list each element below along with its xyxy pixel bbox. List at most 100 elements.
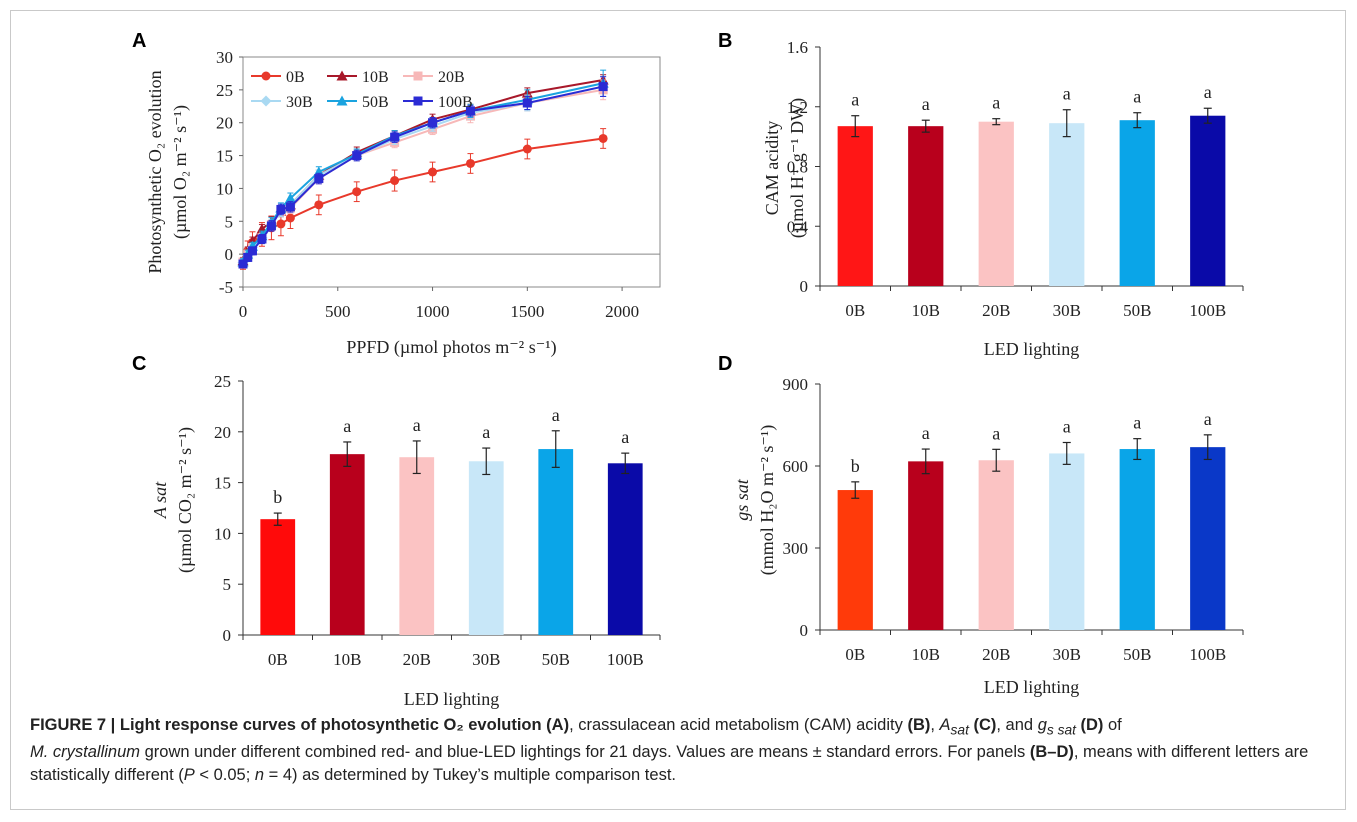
significance-letter: a — [1204, 82, 1212, 102]
significance-letter: a — [413, 415, 421, 435]
data-point — [428, 167, 438, 177]
plot-area-a — [242, 56, 661, 288]
data-point — [266, 221, 276, 231]
caption-p: P — [183, 766, 195, 785]
bar-100B — [1190, 115, 1226, 287]
significance-letter: a — [922, 423, 930, 443]
y-tick-label: 1.6 — [787, 38, 808, 57]
caption-text: grown under different combined red- and … — [140, 743, 1030, 762]
data-point — [352, 187, 362, 197]
x-tick-label: 20B — [403, 650, 431, 669]
bar-chart-panel-c: 0 5 10 15 20 25 b 0B a 10B a 20B a 30B a 50B a 100B LED li… — [150, 372, 661, 709]
data-point — [284, 192, 296, 203]
significance-letter: a — [1063, 416, 1071, 436]
x-tick-label: 50B — [1123, 645, 1151, 664]
legend-label: 0B — [286, 69, 305, 86]
y-axis-label: gs sat — [732, 478, 752, 521]
bar-50B — [538, 449, 574, 635]
bar-30B — [1049, 123, 1085, 287]
caption-figure-label: FIGURE 7 | Light response curves of phot… — [30, 716, 570, 734]
bar-30B — [1049, 453, 1085, 630]
data-point — [598, 82, 608, 92]
significance-letter: a — [1133, 87, 1141, 107]
x-tick-label: 10B — [333, 650, 361, 669]
bar-chart-panel-b: 0 0.4 0.8 1.2 1.6 a 0B a 10B a 20B a 30B a 50B a 100B LED… — [762, 38, 1244, 359]
bar-10B — [329, 454, 365, 635]
series-0B — [238, 128, 608, 270]
bar-10B — [908, 461, 944, 630]
y-axis-label-a: Photosynthetic O₂ evolution — [145, 70, 165, 273]
caption-text: , means with different letters are stati… — [30, 743, 1309, 785]
bar-20B — [399, 457, 435, 635]
y-tick-label-a: 0 — [225, 245, 234, 264]
x-tick-label-a: 500 — [325, 302, 351, 321]
y-tick-label: 5 — [223, 575, 232, 594]
data-point — [465, 106, 475, 116]
y-tick-label-a: -5 — [219, 278, 233, 297]
bar-50B — [1119, 120, 1155, 286]
y-tick-label: 0.4 — [787, 217, 809, 236]
y-axis-label: CAM acidity — [762, 121, 782, 216]
caption-text: = 4) as determined by Tukey’s multiple c… — [264, 766, 676, 785]
data-point — [352, 151, 362, 161]
significance-letter: a — [922, 94, 930, 114]
x-tick-label-a: 1500 — [510, 302, 544, 321]
significance-letter: b — [273, 487, 282, 507]
data-point — [390, 176, 400, 186]
bar-0B — [837, 126, 873, 286]
data-point — [522, 98, 532, 108]
data-point — [314, 174, 324, 184]
bar-20B — [978, 121, 1014, 286]
significance-letter: a — [992, 423, 1000, 443]
caption-ref: (B–D) — [1029, 743, 1074, 762]
x-tick-label: 0B — [845, 645, 865, 664]
x-tick-label: 100B — [1189, 645, 1226, 664]
data-point — [336, 70, 348, 81]
legend-label: 10B — [362, 69, 389, 86]
x-tick-label: 30B — [1053, 301, 1081, 320]
bar-100B — [1190, 447, 1226, 630]
x-tick-label: 100B — [607, 650, 644, 669]
legend-label: 100B — [438, 94, 473, 111]
series-line — [242, 85, 604, 265]
x-tick-label: 50B — [1123, 301, 1151, 320]
x-tick-label: 50B — [542, 650, 570, 669]
data-point — [390, 132, 400, 142]
caption-asat-sub: sat — [950, 722, 969, 738]
significance-letter: a — [992, 93, 1000, 113]
significance-letter: a — [1133, 413, 1141, 433]
data-point — [428, 118, 438, 128]
significance-letter: a — [851, 90, 859, 110]
data-point — [336, 95, 348, 106]
figure-caption: FIGURE 7 | Light response curves of phot… — [30, 716, 1309, 785]
bar-50B — [1119, 449, 1155, 630]
data-point — [238, 259, 248, 269]
x-axis-label: LED lighting — [984, 339, 1080, 359]
data-point — [313, 166, 325, 177]
data-point — [598, 133, 608, 143]
significance-letter: a — [1063, 84, 1071, 104]
bar-10B — [908, 126, 944, 286]
legend-label: 30B — [286, 94, 313, 111]
bar-chart-panel-d: 0 300 600 900 b 0B a 10B a 20B a 30B a 50B a 100B LED li… — [732, 375, 1244, 697]
significance-letter: a — [482, 422, 490, 442]
caption-text: , and — [996, 716, 1038, 734]
caption-species: M. crystallinum — [30, 743, 141, 762]
panel-letter-c: C — [132, 353, 146, 375]
x-tick-label: 30B — [1053, 645, 1081, 664]
x-tick-label-a: 1000 — [416, 302, 450, 321]
y-tick-label: 10 — [214, 524, 231, 543]
y-tick-label: 0 — [800, 277, 809, 296]
y-axis-label: A sat — [150, 481, 170, 519]
bar-0B — [260, 519, 296, 635]
significance-letter: b — [851, 456, 860, 476]
caption-n: n — [254, 766, 265, 785]
line-chart-panel-a: -5 0 5 10 15 20 25 30 0 500 1000 1500 2000 PPFD (µmol… — [145, 48, 661, 358]
x-tick-label: 10B — [912, 301, 940, 320]
data-point — [247, 246, 257, 256]
caption-gs: g — [1037, 716, 1047, 734]
y-tick-label: 300 — [783, 539, 809, 558]
y-tick-label-a: 25 — [216, 81, 233, 100]
series-100B — [238, 76, 608, 269]
caption-ref: (B) — [907, 716, 931, 734]
